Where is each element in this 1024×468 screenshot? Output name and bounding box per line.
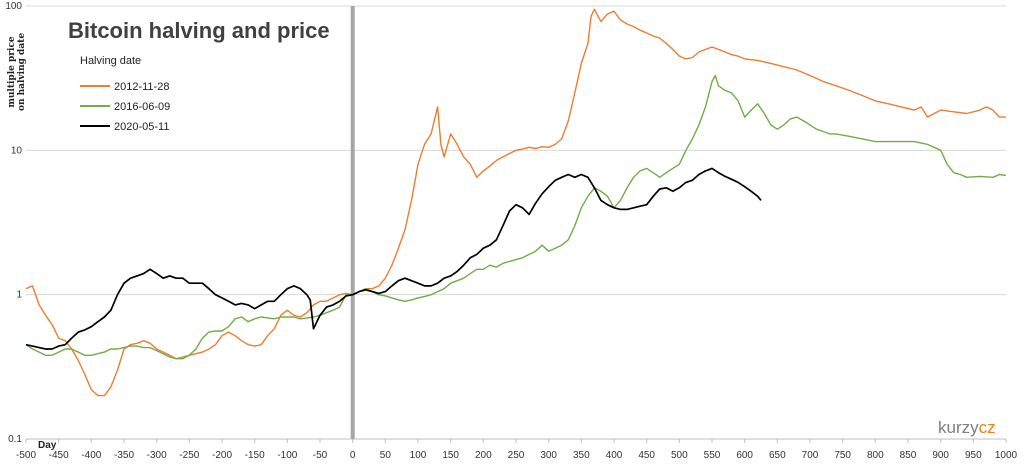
x-tick-label: -450 [49, 450, 69, 461]
y-ticks: 0.1 1 10 100 [5, 1, 22, 445]
x-tick-label: -300 [147, 450, 167, 461]
halving-day-marker [350, 6, 355, 439]
x-tick-label: -100 [277, 450, 297, 461]
x-tick-label: -150 [245, 450, 265, 461]
legend-label-2012-11-28: 2012-11-28 [114, 81, 169, 93]
y-tick-label: 10 [11, 145, 23, 156]
brand-suffix: cz [979, 418, 996, 437]
x-tick-label: 750 [834, 450, 851, 461]
series-line-2020-05-11 [25, 167, 762, 350]
y-tick-label: 0.1 [8, 434, 22, 445]
chart-title: Bitcoin halving and price [68, 18, 330, 43]
x-tick-label: 250 [508, 450, 525, 461]
x-tick-label: 1000 [995, 450, 1018, 461]
x-tick-label: 0 [350, 450, 356, 461]
x-axis-label: Day [38, 440, 57, 451]
x-tick-label: 300 [540, 450, 557, 461]
x-tick-label: 50 [380, 450, 392, 461]
x-tick-label: 850 [900, 450, 917, 461]
x-ticks: -500 -450 -400 -350 -300 -250 -200 -150 -100 -50 0… [16, 439, 1018, 461]
x-tick-label: 950 [965, 450, 982, 461]
x-tick-label: 450 [638, 450, 655, 461]
x-tick-label: 700 [802, 450, 819, 461]
x-tick-label: -400 [81, 450, 101, 461]
legend-label-2020-05-11: 2020-05-11 [114, 121, 169, 133]
brand-name: kurzy [938, 418, 979, 437]
x-tick-label: 600 [736, 450, 753, 461]
x-tick-label: -250 [179, 450, 199, 461]
x-tick-label: 200 [475, 450, 492, 461]
series-lines [25, 8, 1007, 397]
y-tick-label: 100 [5, 1, 22, 12]
y-axis-label-line-1: multiple price [7, 36, 17, 108]
x-tick-label: 500 [671, 450, 688, 461]
x-tick-label: 350 [573, 450, 590, 461]
x-tick-label: -50 [313, 450, 328, 461]
legend-title: Halving date [80, 55, 141, 67]
x-tick-label: 150 [442, 450, 459, 461]
x-tick-label: 650 [769, 450, 786, 461]
x-tick-label: 900 [932, 450, 949, 461]
x-tick-label: 100 [410, 450, 427, 461]
series-line-2016-06-09 [25, 74, 1007, 360]
legend-label-2016-06-09: 2016-06-09 [114, 101, 170, 113]
brand-logo-text: kurzycz [938, 418, 996, 437]
brand-logo: kurzycz [938, 418, 996, 437]
x-tick-label: 400 [606, 450, 623, 461]
x-tick-label: -350 [114, 450, 134, 461]
x-tick-label: 800 [867, 450, 884, 461]
x-tick-label: 550 [704, 450, 721, 461]
x-tick-label: -500 [16, 450, 36, 461]
y-tick-label: 1 [16, 290, 22, 301]
legend: Halving date 2012-11-28 2016-06-09 2020-05… [80, 55, 170, 133]
x-tick-label: -200 [212, 450, 232, 461]
y-axis-label-line-2: on halving date [17, 33, 27, 111]
